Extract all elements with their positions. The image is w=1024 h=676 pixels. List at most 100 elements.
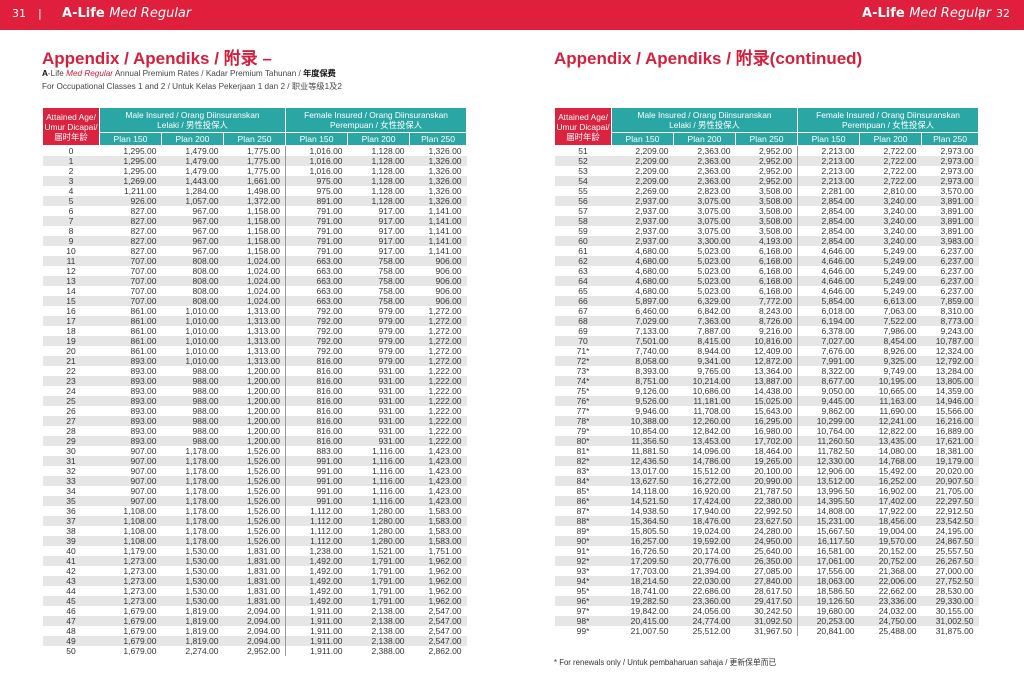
premium-cell: 917.00 — [378, 206, 405, 216]
premium-cell: 906.00 — [435, 266, 462, 276]
premium-cell: 1,526.00 — [246, 466, 281, 476]
age-cell: 47 — [42, 616, 100, 626]
premium-cell: 1,273.00 — [99, 576, 162, 586]
age-cell: 26 — [66, 406, 76, 416]
table-row: 97* 19,842.00 24,056.00 30,242.50 19,680.00 2… — [555, 606, 979, 616]
subtitle-rates: A-Life Med Regular Annual Premium Rates … — [42, 69, 336, 78]
premium-cell: 907.00 — [99, 456, 162, 466]
premium-cell: 861.00 — [99, 336, 162, 346]
table-row: 73* 8,393.00 9,765.00 13,364.00 8,322.00 9,74… — [555, 366, 979, 376]
premium-cell: 2,952.00 — [735, 156, 798, 166]
age-cell: 48 — [66, 626, 76, 636]
premium-cell: 12,436.50 — [611, 456, 674, 466]
premium-cell: 15,566.00 — [935, 406, 974, 416]
table-row: 10 827.00 967.00 1,158.00 791.00 917.00 1,141.… — [43, 246, 467, 256]
table-row: 78* 10,388.00 12,260.00 16,295.00 10,299.00 1… — [554, 416, 979, 426]
premium-cell: 9,243.00 — [940, 326, 974, 336]
premium-cell: 816.00 — [285, 406, 348, 416]
premium-cell: 20,100.00 — [754, 466, 793, 476]
age-cell: 12 — [66, 266, 76, 276]
premium-cell: 1,775.00 — [223, 156, 286, 166]
plan-column-header: Plan 250 — [734, 132, 799, 146]
premium-cell: 17,703.00 — [630, 566, 669, 576]
premium-cell: 3,075.00 — [673, 216, 736, 226]
premium-cell: 1,200.00 — [246, 426, 281, 436]
premium-cell: 7,363.00 — [673, 316, 736, 326]
table-row: 24 893.00 988.00 1,200.00 816.00 931.00 1,222.… — [43, 386, 467, 396]
premium-cell: 663.00 — [285, 286, 348, 296]
premium-cell: 19,680.00 — [797, 606, 860, 616]
premium-cell: 12,842.00 — [692, 426, 731, 436]
age-cell: 14 — [66, 286, 76, 296]
premium-cell: 10,787.00 — [921, 336, 979, 346]
premium-cell: 2,363.00 — [697, 166, 731, 176]
attained-age-header: Attained Age/Umur Dicapai/届时年龄 — [554, 107, 612, 146]
age-cell: 95* — [576, 586, 590, 596]
premium-cell: 24,195.00 — [935, 526, 974, 536]
premium-cell: 19,126.50 — [797, 596, 860, 606]
table-row: 77* 9,946.00 11,708.00 15,643.00 9,862.00 11,… — [555, 406, 979, 416]
premium-cell: 906.00 — [435, 286, 462, 296]
age-cell: 60 — [554, 236, 612, 246]
premium-cell: 14,808.00 — [797, 506, 860, 516]
premium-cell: 791.00 — [285, 236, 348, 246]
plan-column-header: Plan 150 — [285, 132, 349, 146]
premium-cell: 1,141.00 — [409, 236, 467, 246]
premium-cell: 2,547.00 — [428, 606, 462, 616]
table-row: 31 907.00 1,178.00 1,526.00 991.00 1,116.00 1,… — [42, 456, 467, 466]
premium-cell: 979.00 — [378, 346, 405, 356]
premium-cell: 827.00 — [130, 206, 157, 216]
female-insured-header: Female Insured / Orang Diinsuranskan Pere… — [285, 107, 468, 133]
premium-cell: 22,686.00 — [692, 586, 731, 596]
premium-cell: 9,749.00 — [883, 366, 917, 376]
premium-cell: 1,178.00 — [161, 516, 224, 526]
premium-cell: 2,269.00 — [635, 186, 669, 196]
premium-cell: 24,056.00 — [692, 606, 731, 616]
premium-cell: 7,029.00 — [611, 316, 674, 326]
age-cell: 13 — [42, 276, 100, 286]
premium-cell: 1,526.00 — [223, 456, 286, 466]
premium-cell: 13,435.00 — [859, 436, 922, 446]
premium-cell: 16,889.00 — [935, 426, 974, 436]
table-row: 8 827.00 967.00 1,158.00 791.00 917.00 1,141.0… — [43, 226, 467, 236]
premium-cell: 9,862.00 — [797, 406, 860, 416]
age-cell: 63 — [578, 266, 588, 276]
premium-cell: 663.00 — [285, 276, 348, 286]
premium-cell: 2,363.00 — [697, 146, 731, 156]
premium-cell: 979.00 — [347, 356, 410, 366]
premium-cell: 827.00 — [99, 216, 162, 226]
table-row: 16 861.00 1,010.00 1,313.00 792.00 979.00 1,27… — [43, 306, 467, 316]
premium-cell: 7,676.00 — [797, 346, 860, 356]
table-row: 85* 14,118.00 16,920.00 21,787.50 13,996.50 1… — [555, 486, 979, 496]
premium-cell: 1,108.00 — [123, 506, 157, 516]
premium-cell: 3,240.00 — [883, 206, 917, 216]
premium-cell: 25,640.00 — [754, 546, 793, 556]
premium-cell: 1,313.00 — [246, 306, 281, 316]
table-row: 28 893.00 988.00 1,200.00 816.00 931.00 1,222.… — [43, 426, 467, 436]
premium-cell: 1,128.00 — [347, 156, 410, 166]
premium-cell: 11,163.00 — [859, 396, 922, 406]
premium-cell: 21,787.50 — [754, 486, 793, 496]
premium-cell: 9,526.00 — [611, 396, 674, 406]
right-page-number: 32 — [996, 7, 1010, 20]
premium-cell: 1,498.00 — [246, 186, 281, 196]
premium-cell: 792.00 — [285, 326, 348, 336]
premium-cell: 2,952.00 — [758, 166, 793, 176]
premium-cell: 22,912.50 — [935, 506, 974, 516]
premium-cell: 2,363.00 — [673, 156, 736, 166]
premium-cell: 758.00 — [347, 276, 410, 286]
premium-cell: 1,280.00 — [371, 526, 405, 536]
premium-cell: 3,570.00 — [940, 186, 974, 196]
premium-cell: 15,364.50 — [611, 516, 674, 526]
premium-cell: 2,213.00 — [797, 166, 860, 176]
premium-cell: 1,010.00 — [185, 326, 219, 336]
table-row: 68 7,029.00 7,363.00 8,726.00 6,194.00 7,522.… — [554, 316, 979, 326]
age-cell: 66 — [554, 296, 612, 306]
age-cell: 81* — [576, 446, 590, 456]
premium-cell: 3,300.00 — [673, 236, 736, 246]
age-cell: 8 — [68, 226, 74, 236]
premium-cell: 3,891.00 — [940, 206, 974, 216]
premium-cell: 2,810.00 — [883, 186, 917, 196]
age-cell: 77* — [576, 406, 590, 416]
premium-cell: 5,897.00 — [611, 296, 674, 306]
